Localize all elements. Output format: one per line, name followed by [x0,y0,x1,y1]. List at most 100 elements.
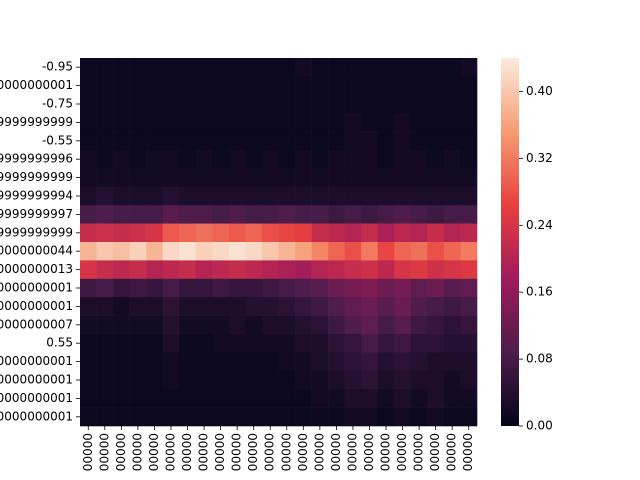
heat-cell [344,223,362,243]
x-tick-label: 00000 [197,433,211,471]
heat-cell [162,223,180,243]
heat-cell [361,352,379,372]
heat-cell [361,186,379,206]
heat-cell [394,407,412,427]
heat-cell [245,113,263,132]
heat-cell [394,315,412,335]
heat-cell [410,168,428,188]
heat-cell [212,334,230,353]
heat-cell [245,205,263,224]
heat-cell [146,242,164,261]
heat-cell [146,389,164,408]
heat-cell [410,223,428,243]
heat-cell [212,370,230,390]
heat-cell [195,297,213,316]
heat-cell [80,352,97,372]
heat-cell [328,407,345,427]
heat-cell [460,58,478,77]
heat-cell [146,113,164,132]
heat-cell [261,370,279,390]
heat-cell [261,76,279,96]
heat-cell [278,370,296,390]
heat-cell [344,278,362,298]
heat-cell [129,315,147,335]
heat-cell [361,315,379,335]
colorbar [501,58,519,426]
heat-cell [295,223,312,243]
heat-cell [427,352,445,372]
heat-cell [427,113,445,132]
heat-cell [278,186,296,206]
heat-cell [96,260,114,280]
heat-cell [427,76,445,96]
heat-cell [443,334,461,353]
heat-cell [228,278,246,298]
heat-cell [460,94,478,114]
heat-cell [361,278,379,298]
heat-cell [278,334,296,353]
x-tick-label: 00000 [428,433,442,471]
y-tick-label: -0.14999999999999997 [0,207,73,221]
heat-cell [113,186,130,206]
heat-cell [394,113,412,132]
heat-cell [195,315,213,335]
heat-cell [394,76,412,96]
heat-cell [245,223,263,243]
heat-cell [377,334,395,353]
colorbar-tick-label: 0.00 [526,419,553,433]
heat-cell [261,352,279,372]
heat-cell [311,58,329,77]
heat-cell [129,150,147,169]
heat-cell [80,113,97,132]
heat-cell [361,150,379,169]
heat-cell [146,168,164,188]
heat-cell [80,76,97,96]
heat-cell [328,131,345,151]
heat-cell [295,131,312,151]
x-tick-label: 00000 [163,433,177,471]
heat-cell [212,242,230,261]
x-tick-label: 00000 [230,433,244,471]
heat-cell [460,352,478,372]
heat-cell [328,76,345,96]
heat-cell [129,352,147,372]
heat-cell [410,315,428,335]
heat-cell [162,150,180,169]
heat-cell [245,370,263,390]
heat-cell [295,315,312,335]
heat-cell [261,297,279,316]
heat-cell [361,94,379,114]
heat-cell [278,205,296,224]
heat-cell [377,389,395,408]
heat-cell [80,186,97,206]
y-tick-label: -0.55 [42,133,73,147]
heat-cell [245,278,263,298]
heat-cell [394,94,412,114]
heat-cell [460,113,478,132]
heat-cell [443,113,461,132]
heat-cell [460,315,478,335]
heat-cell [228,334,246,353]
heat-cell [311,131,329,151]
heat-cell [311,94,329,114]
heat-cell [311,260,329,280]
x-tick-label: 00000 [147,433,161,471]
heat-cell [377,315,395,335]
heat-cell [129,389,147,408]
heat-cell [80,370,97,390]
heat-cell [410,76,428,96]
heat-cell [195,186,213,206]
heat-cell [261,205,279,224]
heat-cell [228,223,246,243]
heat-cell [96,223,114,243]
heat-cell [361,297,379,316]
heat-cell [212,76,230,96]
heat-cell [228,113,246,132]
colorbar-tick-label: 0.40 [526,84,553,98]
heat-cell [443,205,461,224]
heat-cell [146,205,164,224]
heat-cell [162,76,180,96]
heat-cell [80,168,97,188]
heat-cell [228,94,246,114]
heat-cell [460,389,478,408]
